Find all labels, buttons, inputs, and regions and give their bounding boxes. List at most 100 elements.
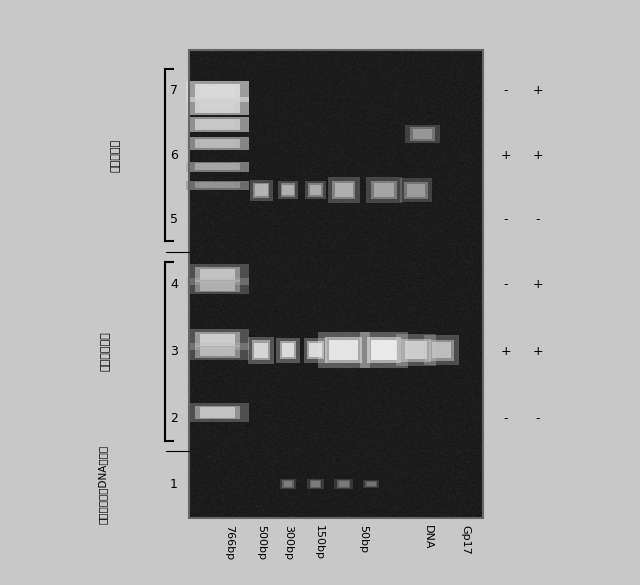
Text: DNA: DNA [422, 525, 433, 549]
Bar [200, 86, 236, 98]
Bar [186, 97, 250, 115]
Bar [282, 343, 294, 357]
Bar [424, 335, 459, 365]
Bar [328, 177, 360, 203]
Bar [282, 480, 294, 488]
Bar [195, 163, 241, 170]
Bar [200, 164, 236, 170]
Bar [413, 129, 432, 139]
Bar [330, 340, 358, 360]
Bar [195, 119, 241, 130]
Bar [200, 164, 236, 170]
Bar [186, 81, 250, 102]
Bar [200, 183, 236, 188]
Bar [407, 184, 425, 197]
Bar [335, 479, 353, 489]
Bar [309, 343, 322, 357]
Bar [195, 119, 241, 130]
Text: -: - [535, 412, 540, 425]
Bar [186, 278, 250, 294]
Bar [278, 181, 298, 199]
Bar [310, 185, 321, 195]
Bar [276, 338, 300, 363]
Bar [195, 280, 241, 292]
Bar [186, 161, 250, 172]
Text: +: + [500, 345, 511, 358]
Bar [186, 117, 250, 132]
Bar [195, 99, 241, 112]
Bar [186, 403, 250, 422]
Bar [195, 139, 241, 148]
Bar [186, 97, 250, 115]
Bar [335, 183, 353, 197]
Text: 300bp: 300bp [284, 525, 294, 560]
Bar [200, 140, 236, 147]
Bar [186, 81, 250, 102]
Bar [429, 339, 454, 361]
Bar [280, 479, 296, 489]
Bar [360, 332, 408, 368]
Bar [305, 181, 326, 199]
Bar [254, 343, 268, 357]
Bar [186, 137, 250, 150]
Text: +: + [532, 345, 543, 358]
Bar [432, 342, 451, 359]
Bar [186, 117, 250, 132]
Bar [200, 269, 236, 280]
Bar [200, 347, 236, 356]
Text: 1: 1 [170, 477, 178, 491]
Bar [186, 97, 250, 115]
Text: +: + [532, 149, 543, 161]
Bar [374, 183, 394, 197]
Text: -: - [503, 212, 508, 226]
Bar [401, 339, 431, 362]
Bar [195, 84, 241, 99]
Bar [200, 101, 236, 111]
Bar [337, 480, 350, 488]
Bar [200, 121, 236, 129]
Bar [195, 163, 241, 170]
Bar [186, 137, 250, 150]
Bar [255, 184, 268, 196]
Bar [200, 140, 236, 147]
Text: 50bp: 50bp [358, 525, 369, 553]
Bar [186, 117, 250, 132]
Bar [280, 341, 296, 359]
Text: Gp17: Gp17 [461, 525, 471, 555]
Bar [332, 181, 355, 199]
Bar [195, 119, 241, 130]
Bar [284, 481, 292, 487]
Bar [186, 343, 250, 360]
Bar [308, 184, 323, 197]
Bar [186, 181, 250, 190]
Text: 非特异的結合: 非特异的結合 [100, 332, 111, 371]
Bar [195, 139, 241, 148]
Bar [195, 99, 241, 112]
Text: 2: 2 [170, 412, 178, 425]
Bar [250, 180, 273, 201]
Bar [200, 86, 236, 98]
Bar [200, 86, 236, 98]
Bar [195, 183, 241, 188]
Text: 特异的結合: 特异的結合 [110, 139, 120, 171]
Text: -: - [503, 84, 508, 98]
Bar [195, 84, 241, 99]
Bar [195, 99, 241, 112]
Text: +: + [500, 149, 511, 161]
Text: 150bp: 150bp [314, 525, 324, 560]
Bar [252, 340, 270, 360]
Bar [318, 332, 370, 368]
Text: 5: 5 [170, 212, 178, 226]
Bar [195, 346, 241, 357]
Bar [195, 183, 241, 188]
Bar [410, 128, 435, 140]
Bar [400, 178, 432, 202]
Text: サードチェーDNAロール: サードチェーDNAロール [97, 445, 108, 524]
Bar [200, 140, 236, 147]
Bar [339, 481, 349, 487]
Bar [186, 181, 250, 190]
Bar [195, 406, 241, 419]
Bar [195, 163, 241, 170]
Bar [200, 183, 236, 188]
Bar [282, 185, 294, 195]
